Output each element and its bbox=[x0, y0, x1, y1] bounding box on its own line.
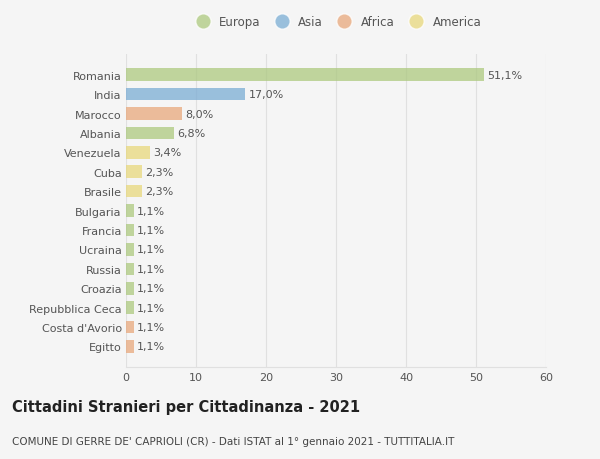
Bar bbox=[126, 166, 142, 179]
Text: 51,1%: 51,1% bbox=[487, 71, 523, 80]
Bar bbox=[126, 147, 150, 159]
Text: 17,0%: 17,0% bbox=[248, 90, 284, 100]
Bar bbox=[126, 205, 134, 218]
Text: 1,1%: 1,1% bbox=[137, 284, 166, 294]
Text: 8,0%: 8,0% bbox=[185, 109, 214, 119]
Legend: Europa, Asia, Africa, America: Europa, Asia, Africa, America bbox=[186, 11, 486, 34]
Bar bbox=[126, 321, 134, 334]
Bar bbox=[126, 341, 134, 353]
Text: 6,8%: 6,8% bbox=[177, 129, 205, 139]
Text: 3,4%: 3,4% bbox=[154, 148, 182, 158]
Bar bbox=[126, 127, 173, 140]
Text: 1,1%: 1,1% bbox=[137, 245, 166, 255]
Text: 1,1%: 1,1% bbox=[137, 225, 166, 235]
Text: 1,1%: 1,1% bbox=[137, 264, 166, 274]
Bar bbox=[126, 282, 134, 295]
Bar bbox=[126, 244, 134, 256]
Text: COMUNE DI GERRE DE' CAPRIOLI (CR) - Dati ISTAT al 1° gennaio 2021 - TUTTITALIA.I: COMUNE DI GERRE DE' CAPRIOLI (CR) - Dati… bbox=[12, 436, 454, 446]
Bar bbox=[126, 185, 142, 198]
Text: 2,3%: 2,3% bbox=[146, 168, 174, 177]
Text: 2,3%: 2,3% bbox=[146, 187, 174, 197]
Bar bbox=[126, 69, 484, 82]
Text: 1,1%: 1,1% bbox=[137, 303, 166, 313]
Bar bbox=[126, 89, 245, 101]
Bar bbox=[126, 263, 134, 275]
Text: 1,1%: 1,1% bbox=[137, 342, 166, 352]
Bar bbox=[126, 108, 182, 121]
Bar bbox=[126, 302, 134, 314]
Text: 1,1%: 1,1% bbox=[137, 322, 166, 332]
Bar bbox=[126, 224, 134, 237]
Text: 1,1%: 1,1% bbox=[137, 206, 166, 216]
Text: Cittadini Stranieri per Cittadinanza - 2021: Cittadini Stranieri per Cittadinanza - 2… bbox=[12, 399, 360, 414]
